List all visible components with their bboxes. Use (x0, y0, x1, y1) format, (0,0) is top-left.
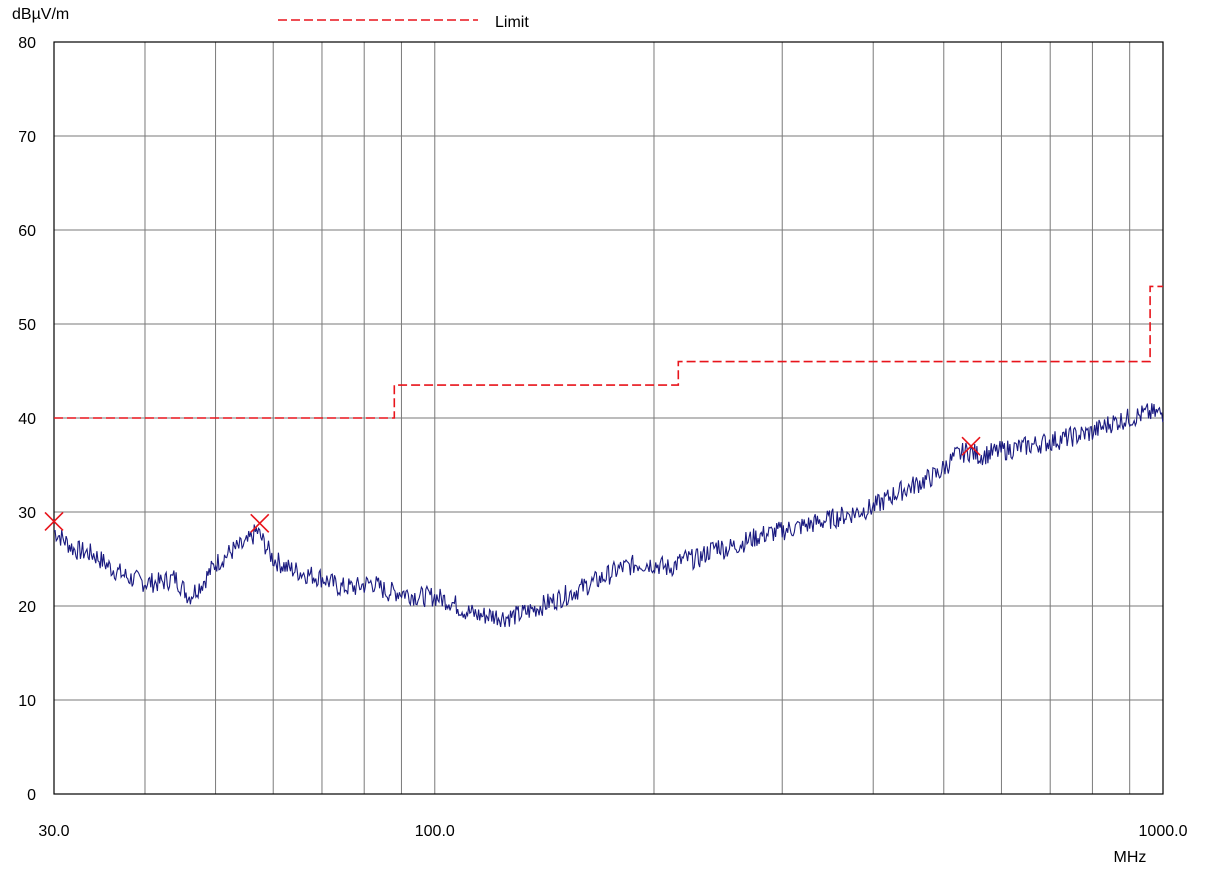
tick-labels: 0 10 20 30 40 50 60 70 80 30.0 100.0 1000.0 (18, 35, 1187, 840)
peak-marker (44, 511, 64, 531)
x-tick-label: 30.0 (38, 823, 69, 840)
legend: Limit (278, 14, 529, 31)
peak-marker (961, 436, 981, 456)
y-tick-label: 70 (18, 129, 36, 146)
grid-lines (54, 42, 1163, 794)
y-tick-label: 10 (18, 693, 36, 710)
x-axis-label: MHz (1114, 849, 1147, 866)
legend-limit-label: Limit (495, 14, 529, 31)
y-tick-label: 20 (18, 599, 36, 616)
y-tick-label: 50 (18, 317, 36, 334)
peak-marker-stroke (961, 436, 981, 456)
marker-layer (44, 436, 981, 533)
series-limit-line (54, 285, 1163, 419)
y-tick-label: 60 (18, 223, 36, 240)
series-measurement-line (53, 403, 1164, 628)
peak-marker-stroke (250, 513, 270, 533)
y-tick-label: 80 (18, 35, 36, 52)
y-tick-label: 30 (18, 505, 36, 522)
x-tick-label: 1000.0 (1139, 823, 1188, 840)
series-layer (53, 285, 1164, 628)
y-axis-label: dBµV/m (12, 6, 69, 23)
peak-marker-stroke (44, 511, 64, 531)
y-tick-label: 40 (18, 411, 36, 428)
y-tick-label: 0 (27, 787, 36, 804)
x-tick-label: 100.0 (415, 823, 455, 840)
peak-marker (250, 513, 270, 533)
